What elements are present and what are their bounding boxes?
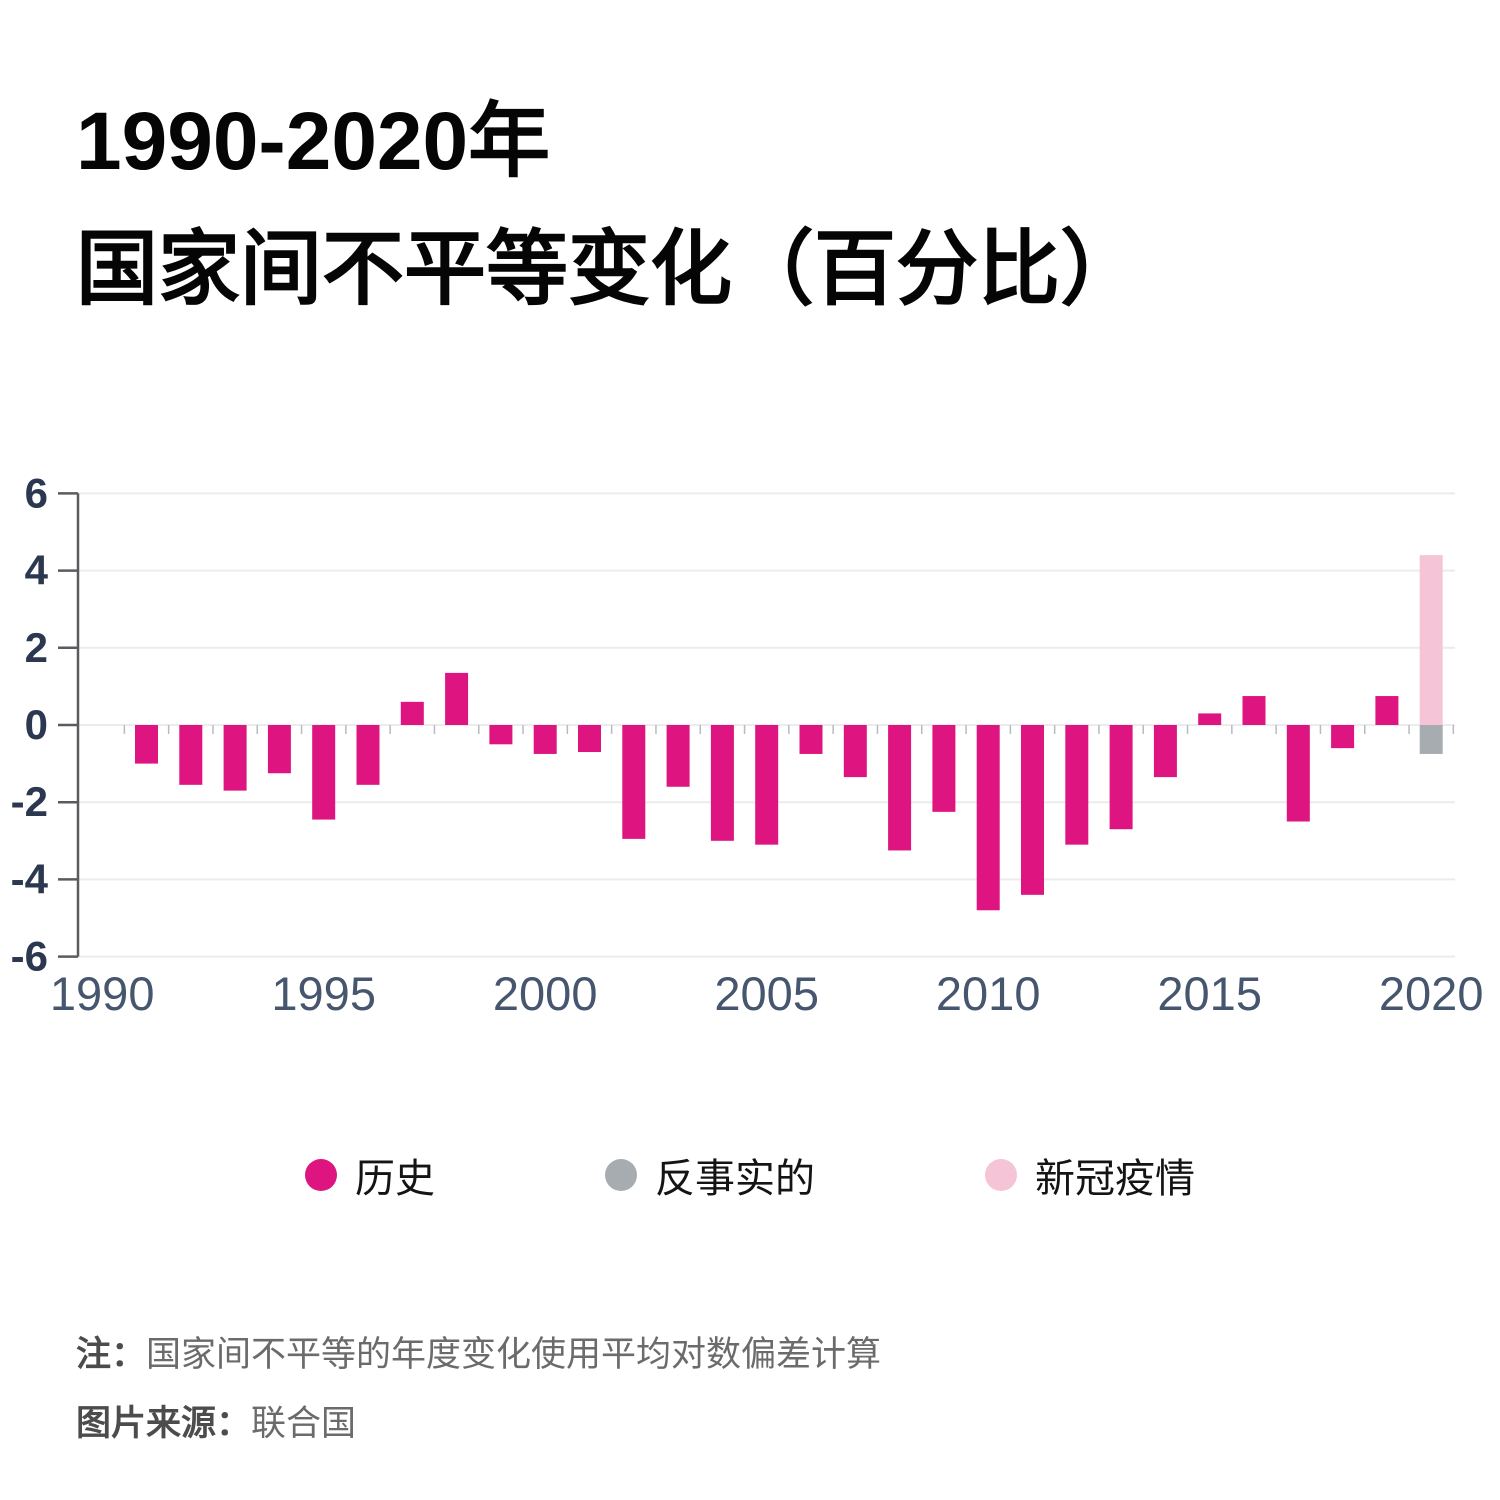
note-line: 注：国家间不平等的年度变化使用平均对数偏差计算 [76, 1330, 881, 1381]
legend-label-counterfactual: 反事实的 [655, 1157, 815, 1201]
bar-历史-2000 [533, 725, 557, 754]
bar-历史-2017 [1286, 725, 1310, 822]
legend-dot-counterfactual [605, 1159, 637, 1191]
footnotes: 注：国家间不平等的年度变化使用平均对数偏差计算 图片来源：联合国 [76, 1330, 881, 1468]
bar-历史-1997 [400, 701, 424, 725]
bar-历史-1999 [489, 725, 513, 745]
bar-历史-1998 [445, 672, 469, 725]
note-label: 注： [76, 1335, 147, 1374]
bar-新冠疫情-2020 [1419, 555, 1443, 725]
bar-历史-2002 [622, 725, 646, 839]
bar-历史-2012 [1065, 725, 1089, 845]
y-tick-label--4: -4 [11, 855, 49, 902]
bar-反事实的-2020 [1419, 725, 1443, 754]
legend-dot-historical [305, 1159, 337, 1191]
bar-历史-2008 [888, 725, 912, 851]
x-tick-label-2010: 2010 [936, 967, 1041, 1020]
y-tick-label-2: 2 [25, 624, 48, 671]
bar-历史-2004 [710, 725, 734, 841]
chart-legend: 历史 反事实的 新冠疫情 [0, 1146, 1500, 1204]
bar-历史-2011 [1021, 725, 1044, 895]
note-text: 国家间不平等的年度变化使用平均对数偏差计算 [146, 1335, 882, 1374]
x-tick-label-1995: 1995 [271, 967, 376, 1020]
x-tick-label-2015: 2015 [1157, 967, 1262, 1020]
legend-label-historical: 历史 [355, 1157, 435, 1201]
bar-历史-2018 [1331, 725, 1355, 749]
legend-item-covid: 新冠疫情 [985, 1146, 1195, 1204]
bar-历史-2005 [755, 725, 779, 845]
bar-历史-2015 [1198, 713, 1222, 725]
x-tick-label-2020: 2020 [1379, 967, 1484, 1020]
bar-历史-2007 [843, 725, 867, 778]
bar-历史-2014 [1153, 725, 1177, 778]
bar-历史-1992 [179, 725, 203, 785]
legend-label-covid: 新冠疫情 [1035, 1157, 1195, 1201]
legend-item-counterfactual: 反事实的 [605, 1146, 815, 1204]
source-text: 联合国 [251, 1403, 357, 1443]
y-tick-label-0: 0 [25, 701, 48, 748]
y-tick-label-6: 6 [25, 470, 48, 516]
y-tick-label-4: 4 [25, 547, 49, 594]
source-label: 图片来源： [76, 1403, 252, 1443]
bar-历史-1995 [312, 725, 336, 820]
bar-历史-2010 [976, 725, 1000, 911]
legend-item-historical: 历史 [305, 1146, 435, 1204]
title-line-1: 1990-2020年 [76, 96, 551, 187]
bar-历史-1993 [223, 725, 247, 791]
bar-历史-1991 [135, 725, 158, 764]
bar-历史-2006 [799, 725, 823, 754]
y-tick-label--6: -6 [11, 933, 48, 980]
chart-title: 1990-2020年 国家间不平等变化（百分比） [76, 78, 1142, 334]
x-tick-label-2000: 2000 [493, 967, 598, 1020]
x-tick-label-2005: 2005 [714, 967, 819, 1020]
bar-历史-2001 [578, 725, 601, 753]
legend-dot-covid [985, 1159, 1017, 1191]
title-line-2: 国家间不平等变化（百分比） [76, 224, 1143, 315]
bar-历史-2009 [932, 725, 956, 812]
bar-历史-2013 [1109, 725, 1133, 830]
bar-历史-1994 [267, 725, 291, 774]
x-tick-label-1990: 1990 [50, 967, 155, 1020]
bar-历史-2003 [666, 725, 690, 787]
y-tick-label--2: -2 [11, 778, 48, 825]
source-line: 图片来源：联合国 [76, 1399, 881, 1450]
bar-历史-1996 [356, 725, 380, 785]
bar-历史-2016 [1242, 696, 1266, 725]
bar-历史-2019 [1375, 696, 1399, 725]
